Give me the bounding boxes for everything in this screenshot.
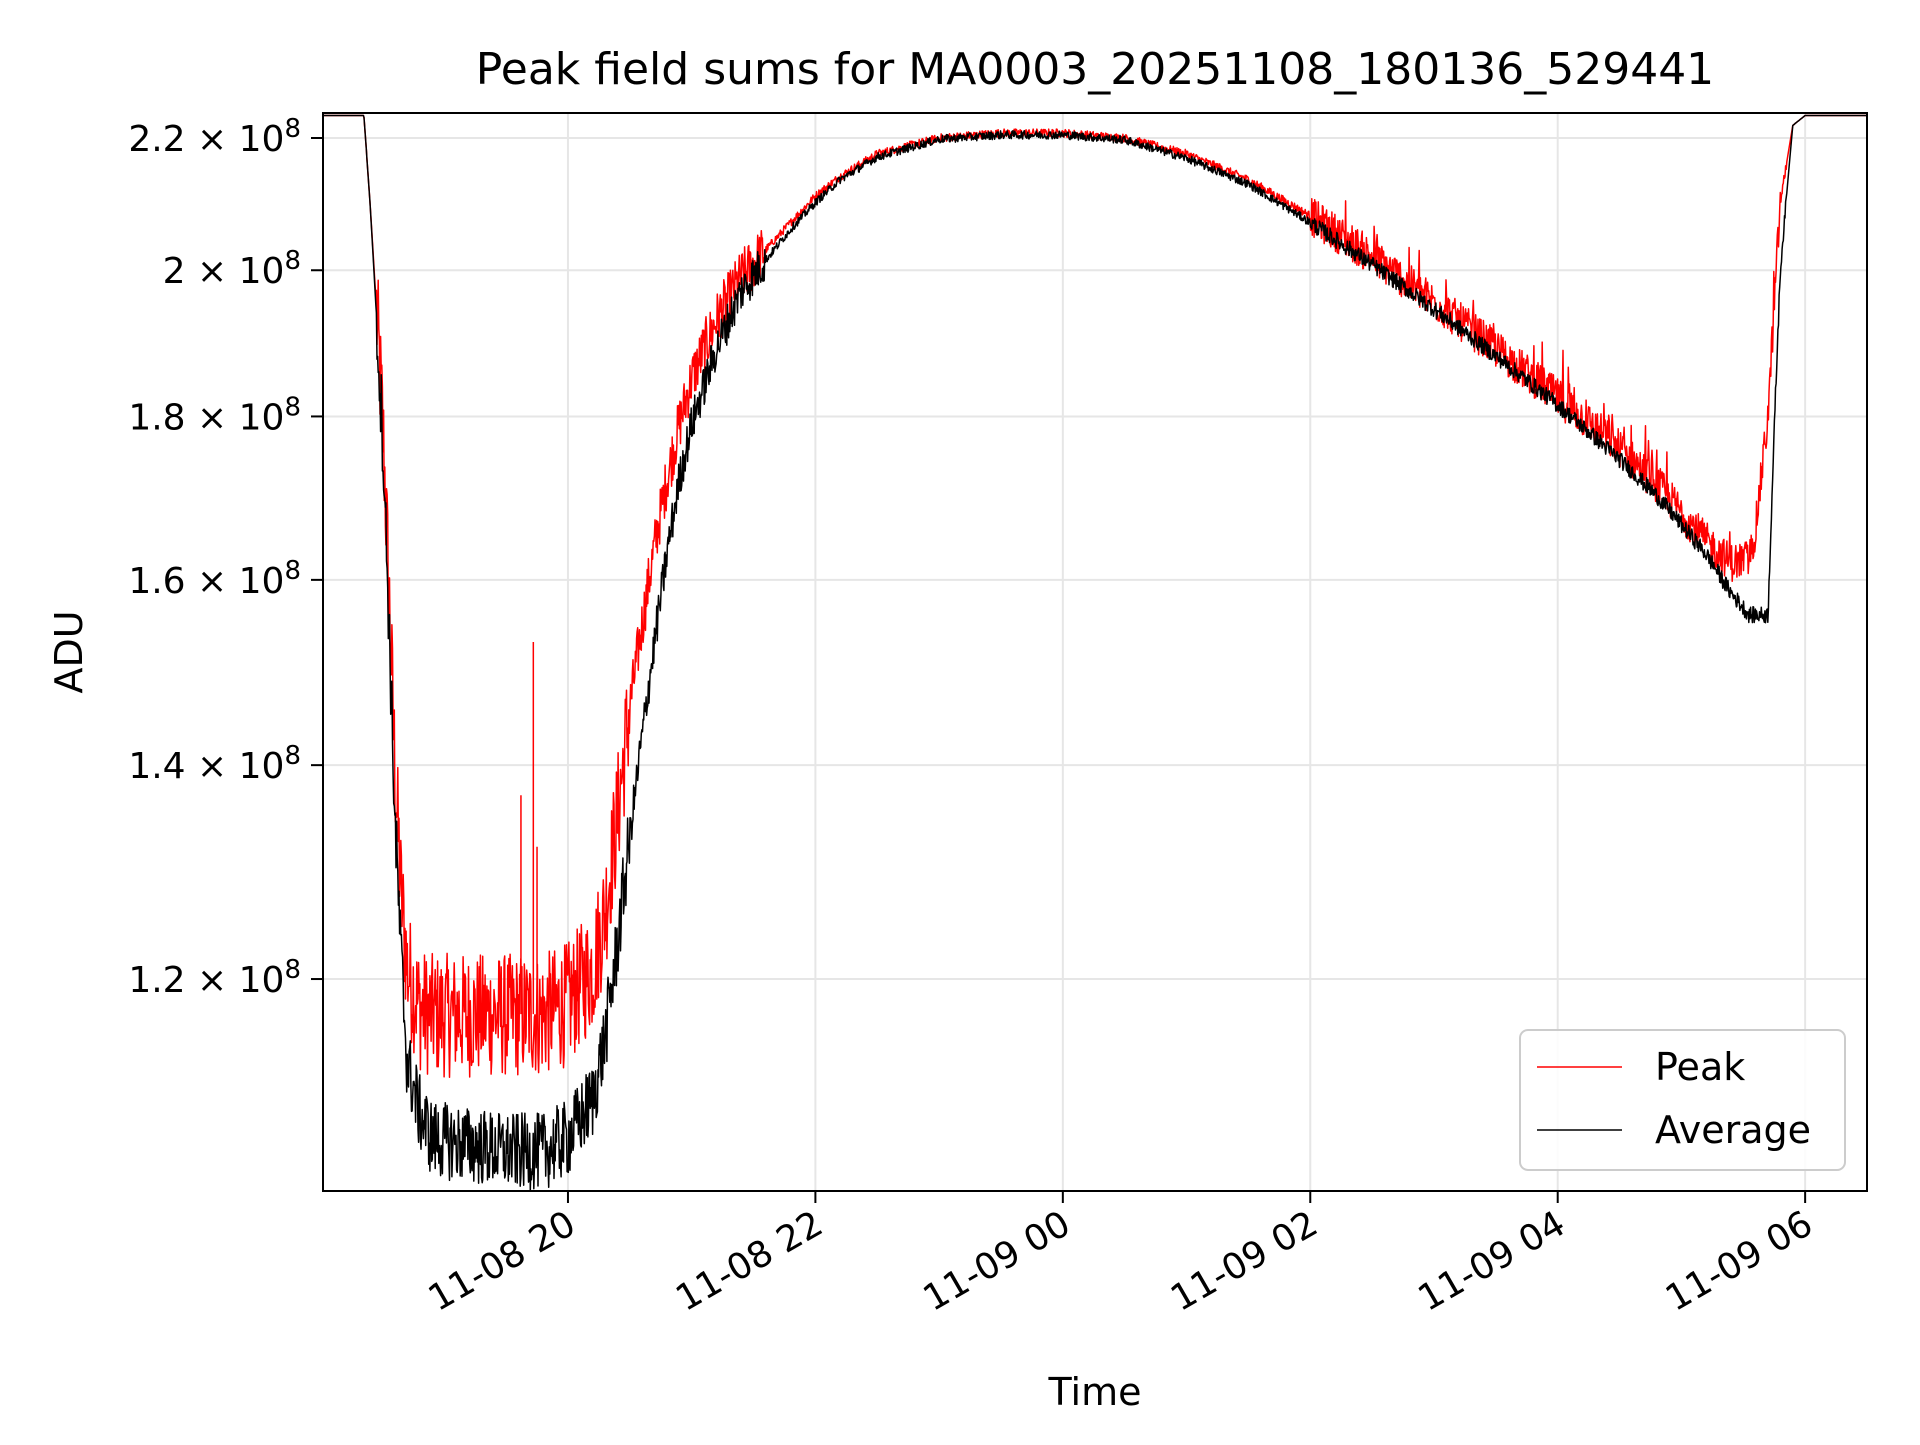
y-tick-exponent: 8 bbox=[284, 246, 301, 276]
legend-label-peak: Peak bbox=[1655, 1045, 1745, 1089]
series-layer bbox=[323, 114, 1867, 1191]
y-tick-times-sign: × bbox=[186, 119, 239, 160]
legend: Peak Average bbox=[1519, 1029, 1846, 1171]
y-tick-mantissa: 2 bbox=[163, 251, 186, 292]
y-tick-base: 10 bbox=[239, 960, 285, 1001]
series-line-peak bbox=[323, 114, 1867, 1079]
y-tick-mantissa: 1.2 bbox=[128, 960, 185, 1001]
y-tick-label: 1.4 × 108 bbox=[128, 741, 301, 787]
chart-title: Peak field sums for MA0003_20251108_1801… bbox=[476, 44, 1714, 95]
legend-box bbox=[1519, 1029, 1846, 1171]
y-tick-mantissa: 1.4 bbox=[128, 746, 185, 787]
y-tick-mantissa: 1.6 bbox=[128, 561, 185, 602]
y-tick-label: 1.2 × 108 bbox=[128, 955, 301, 1001]
y-tick-base: 10 bbox=[239, 397, 285, 438]
x-axis-label: Time bbox=[1048, 1370, 1142, 1414]
series-line-average bbox=[323, 114, 1867, 1191]
y-axis-label: ADU bbox=[47, 610, 91, 693]
y-tick-label: 2.2 × 108 bbox=[128, 114, 301, 160]
y-tick-mantissa: 2.2 bbox=[128, 119, 185, 160]
y-tick-exponent: 8 bbox=[284, 392, 301, 422]
y-tick-exponent: 8 bbox=[284, 955, 301, 985]
y-tick-base: 10 bbox=[239, 746, 285, 787]
y-tick-exponent: 8 bbox=[284, 114, 301, 144]
y-tick-times-sign: × bbox=[186, 251, 239, 292]
y-tick-times-sign: × bbox=[186, 960, 239, 1001]
y-tick-label: 2 × 108 bbox=[163, 246, 301, 292]
y-tick-label: 1.6 × 108 bbox=[128, 556, 301, 602]
plot-frame bbox=[322, 112, 1868, 1192]
legend-label-average: Average bbox=[1655, 1108, 1811, 1152]
y-tick-times-sign: × bbox=[186, 746, 239, 787]
y-tick-mantissa: 1.8 bbox=[128, 397, 185, 438]
y-tick-times-sign: × bbox=[186, 561, 239, 602]
y-tick-base: 10 bbox=[239, 561, 285, 602]
y-tick-label: 1.8 × 108 bbox=[128, 392, 301, 438]
y-tick-base: 10 bbox=[239, 119, 285, 160]
y-tick-base: 10 bbox=[239, 251, 285, 292]
y-tick-times-sign: × bbox=[186, 397, 239, 438]
y-tick-exponent: 8 bbox=[284, 556, 301, 586]
y-tick-exponent: 8 bbox=[284, 741, 301, 771]
